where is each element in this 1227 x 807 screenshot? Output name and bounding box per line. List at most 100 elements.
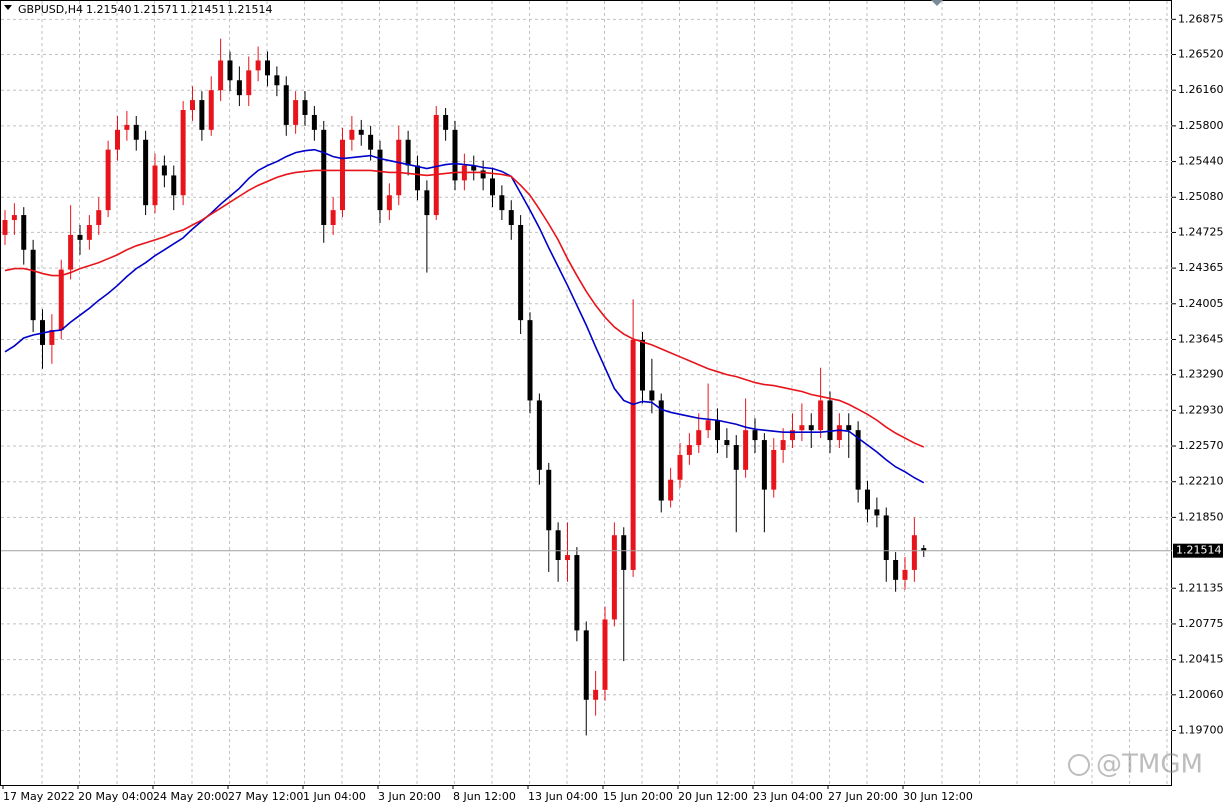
candle-body: [911, 535, 917, 570]
watermark-text: @TMGM: [1096, 750, 1203, 780]
candle-body: [761, 440, 767, 490]
candle-body: [902, 569, 908, 580]
candle-body: [405, 139, 411, 166]
candle-body: [236, 80, 242, 96]
candle-body: [696, 430, 702, 446]
candle-body: [77, 234, 83, 240]
candle-body: [452, 129, 458, 181]
candle-body: [818, 400, 824, 431]
x-tick-label: 15 Jun 20:00: [603, 790, 673, 803]
x-tick-label: 27 May 12:00: [228, 790, 303, 803]
axis-layer: 1.26875 1.26520 1.26160 1.25800 1.25440 1.250…: [2, 12, 1224, 803]
x-tick-label: 24 May 20:00: [153, 790, 228, 803]
candle-body: [602, 619, 608, 690]
last-price-box: [1173, 543, 1223, 558]
candle-body: [780, 440, 786, 450]
candle-body: [846, 425, 852, 431]
y-tick-label: 1.22570: [1178, 439, 1224, 452]
candle-body: [340, 139, 345, 211]
candle-body: [480, 170, 486, 179]
watermark: @TMGM: [1068, 750, 1203, 780]
candle-body: [630, 339, 636, 570]
symbol-title: GBPUSD,H4: [18, 3, 83, 16]
x-tick-label: 20 Jun 12:00: [678, 790, 748, 803]
x-tick-label: 3 Jun 20:00: [378, 790, 441, 803]
candle-body: [893, 560, 899, 580]
candle-body: [265, 60, 270, 76]
ohlc-open: 1.21540: [86, 3, 132, 16]
candle-body: [386, 195, 392, 211]
candle-body: [274, 75, 280, 86]
last-price-label: 1.21514: [1176, 544, 1222, 557]
candle-body: [377, 149, 383, 211]
watermark-icon: [1068, 754, 1090, 776]
y-tick-label: 1.24365: [1178, 261, 1224, 274]
candle-body: [865, 489, 870, 510]
shift-marker[interactable]: [931, 0, 943, 6]
candle-body: [115, 129, 120, 150]
candle-body: [171, 175, 177, 196]
candle-body: [621, 535, 627, 570]
ohlc-high: 1.21571: [133, 3, 179, 16]
marks-layer: [1, 38, 1172, 736]
candle-body: [490, 178, 495, 196]
y-tick-label: 1.26160: [1178, 83, 1224, 96]
y-tick-label: 1.19700: [1178, 723, 1224, 736]
candle-body: [2, 220, 8, 235]
candle-body: [508, 210, 514, 225]
candle-body: [208, 90, 214, 130]
y-tick-label: 1.20415: [1178, 653, 1224, 666]
candle-body: [283, 85, 289, 125]
y-tick-label: 1.23290: [1178, 368, 1224, 381]
candle-body: [921, 548, 927, 551]
ohlc-low: 1.21451: [180, 3, 226, 16]
candle-body: [105, 149, 111, 211]
candle-body: [743, 430, 749, 470]
candle-body: [161, 165, 167, 176]
candle-body: [836, 425, 842, 441]
candle-body: [790, 430, 795, 441]
candle-body: [330, 210, 336, 225]
x-tick-label: 20 May 04:00: [78, 790, 153, 803]
x-tick-label: 1 Jun 04:00: [303, 790, 366, 803]
candle-body: [49, 330, 55, 345]
candle-body: [640, 339, 645, 391]
candle-body: [799, 425, 805, 431]
moving-average: [4, 148, 925, 484]
x-tick-label: 30 Jun 12:00: [903, 790, 973, 803]
candle-body: [686, 445, 692, 455]
y-tick-label: 1.25800: [1178, 119, 1224, 132]
candle-body: [293, 100, 299, 125]
y-tick-label: 1.25440: [1178, 155, 1224, 168]
y-tick-label: 1.20060: [1178, 688, 1224, 701]
candle-body: [574, 555, 580, 631]
candle-body: [349, 129, 355, 140]
candle-body: [424, 190, 430, 216]
x-tick-label: 8 Jun 12:00: [453, 790, 516, 803]
candle-body: [771, 449, 777, 490]
menu-arrow[interactable]: [4, 5, 12, 10]
candle-body: [152, 165, 158, 206]
x-tick-label: 17 May 2022: [3, 790, 75, 803]
candle-body: [808, 425, 814, 431]
candle-body: [752, 430, 758, 441]
candle-body: [433, 114, 439, 216]
y-tick-label: 1.22210: [1178, 475, 1224, 488]
candle-body: [96, 210, 102, 225]
candle-body: [471, 165, 477, 171]
candle-body: [21, 215, 27, 250]
grid-layer: [1, 1, 1172, 785]
candle-body: [855, 430, 861, 490]
candle-body: [593, 689, 599, 700]
ohlc-close: 1.21514: [227, 3, 273, 16]
candle-body: [705, 420, 711, 431]
y-tick-label: 1.21135: [1178, 581, 1224, 594]
x-tick-label: 23 Jun 04:00: [753, 790, 823, 803]
candle-body: [611, 535, 617, 620]
candle-body: [133, 124, 139, 140]
candle-body: [246, 70, 252, 96]
candle-body: [227, 60, 233, 81]
candle-body: [565, 555, 570, 561]
candle-body: [527, 320, 533, 401]
